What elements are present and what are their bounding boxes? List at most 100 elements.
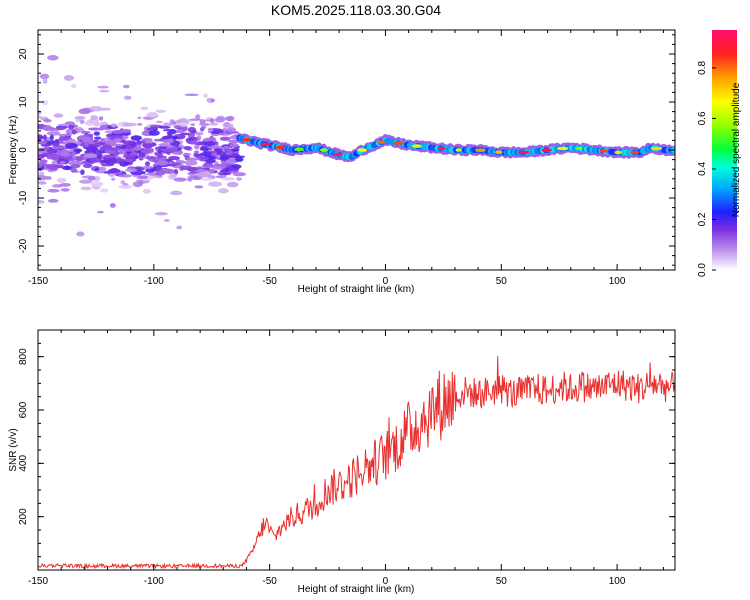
spectrogram-point	[227, 123, 234, 128]
spectrogram-point	[61, 165, 73, 171]
spectrogram-point	[178, 122, 189, 127]
spectrogram-peak	[599, 149, 608, 153]
spectrogram-point	[67, 138, 76, 143]
spectrogram-point	[194, 144, 200, 150]
spectrogram-point	[39, 159, 48, 164]
spectrogram-point	[218, 129, 224, 134]
spectrogram-point	[230, 148, 240, 152]
spectrogram-peak	[630, 150, 640, 155]
spectrogram-point	[200, 151, 213, 156]
spectrogram-point	[55, 126, 67, 131]
spectrogram-point	[169, 173, 177, 179]
spectrogram-point	[219, 136, 231, 141]
spectrogram-point	[88, 176, 96, 181]
y-tick-label: 400	[18, 455, 29, 472]
spectrogram-point	[209, 118, 215, 123]
spectrogram-point	[99, 188, 109, 193]
spectrogram-ylabel: Frequency (Hz)	[8, 116, 19, 185]
spectrogram-point	[46, 153, 61, 159]
spectrogram-point	[38, 162, 43, 169]
spectrogram-point	[53, 113, 64, 118]
spectrogram-point	[63, 74, 75, 81]
spectrogram-point	[51, 140, 60, 147]
spectrogram-point	[124, 158, 134, 163]
spectrogram-peak	[319, 148, 328, 152]
spectrogram-point	[144, 161, 151, 167]
spectrogram-point	[123, 95, 132, 100]
spectrogram-point	[184, 159, 198, 166]
spectrogram-point	[208, 145, 222, 149]
x-tick-label: -100	[144, 276, 164, 287]
spectrogram-peak	[455, 148, 462, 152]
spectrogram-point	[138, 152, 146, 158]
spectrogram-point	[145, 168, 156, 173]
spectrogram-point	[57, 123, 70, 127]
spectrogram-point	[224, 167, 230, 172]
spectrogram-point	[70, 164, 81, 169]
x-tick-label: 100	[609, 576, 626, 587]
spectrogram-point	[232, 172, 247, 177]
spectrogram-point	[111, 177, 116, 181]
spectrogram-point	[157, 149, 163, 154]
spectrogram-point	[208, 181, 222, 187]
colorbar: 0.0 0.2 0.4 0.6 0.8 Normalized spectral ampl…	[697, 30, 742, 277]
spectrogram-point	[100, 146, 107, 150]
x-tick-label: 100	[609, 276, 626, 287]
spectrogram-point	[43, 119, 52, 123]
spectrogram-point	[193, 152, 199, 158]
colorbar-tick-label: 0.0	[697, 263, 708, 277]
spectrogram-point	[198, 155, 204, 160]
spectrogram-point	[190, 123, 196, 127]
spectrogram-point	[173, 177, 187, 182]
spectrogram-point	[218, 132, 224, 136]
spectrogram-point	[118, 174, 132, 178]
spectrogram-point	[155, 175, 163, 179]
x-tick-label: -100	[144, 576, 164, 587]
spectrogram-peak	[438, 146, 446, 151]
spectrogram-point	[148, 138, 153, 144]
spectrogram-point	[159, 143, 168, 147]
spectrogram-point	[99, 89, 110, 93]
spectrogram-point	[214, 117, 226, 123]
spectrogram-point	[206, 97, 212, 103]
spectrogram-point	[208, 156, 217, 160]
spectrogram-point	[168, 155, 180, 161]
spectrogram-point	[170, 190, 183, 196]
spectrogram-point	[148, 130, 160, 136]
spectrogram-point	[216, 148, 223, 154]
spectrogram-point	[205, 159, 216, 164]
spectrogram-marks	[38, 55, 675, 237]
spectrogram-point	[42, 134, 48, 141]
x-tick-label: -50	[262, 576, 277, 587]
snr-ticks: -150 -100 -50 0 50 100 200 400 600 800	[18, 329, 675, 587]
spectrogram-peak	[275, 145, 285, 150]
spectrogram-peak	[517, 150, 530, 155]
spectrogram-point	[194, 185, 204, 189]
spectrogram-point	[221, 177, 235, 181]
spectrogram-point	[84, 142, 90, 147]
spectrogram-point	[137, 123, 143, 126]
spectrogram-peak	[494, 150, 503, 154]
spectrogram-point	[118, 184, 133, 189]
spectrogram-point	[200, 177, 214, 181]
spectrogram-point	[97, 107, 111, 111]
spectrogram-point	[74, 116, 86, 120]
y-tick-label: 10	[18, 96, 29, 108]
spectrogram-point	[126, 144, 133, 150]
spectrogram-point	[98, 116, 104, 121]
spectrogram-point	[88, 133, 94, 137]
spectrogram-point	[107, 148, 120, 151]
spectrogram-point	[38, 199, 45, 204]
spectrogram-point	[100, 138, 106, 142]
spectrogram-point	[86, 146, 99, 153]
spectrogram-point	[75, 156, 84, 162]
spectrogram-peak	[332, 152, 343, 157]
spectrogram-point	[71, 129, 77, 135]
spectrogram-point	[221, 172, 232, 176]
spectrogram-point	[74, 127, 84, 133]
spectrogram-peak	[650, 146, 663, 151]
spectrogram-point	[46, 149, 58, 154]
spectrogram-point	[162, 122, 174, 126]
